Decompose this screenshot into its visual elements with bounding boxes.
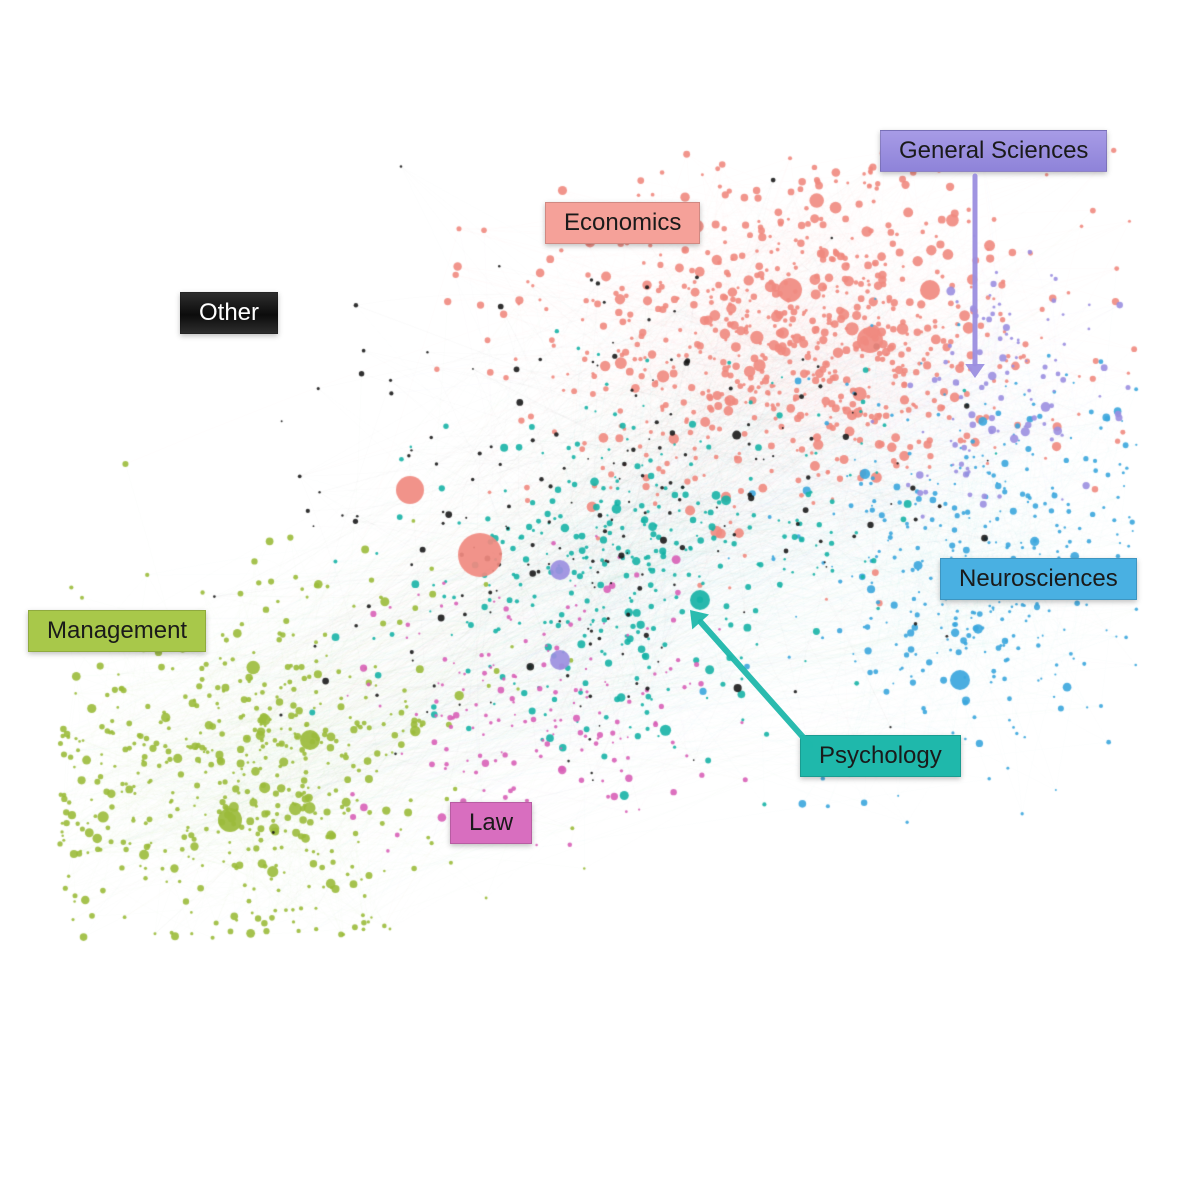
label-other: Other	[180, 292, 278, 334]
label-management: Management	[28, 610, 206, 652]
network-diagram: Economics Other General Sciences Neurosc…	[0, 0, 1200, 1200]
label-psychology: Psychology	[800, 735, 961, 777]
network-canvas	[0, 0, 1200, 1200]
label-law: Law	[450, 802, 532, 844]
label-general: General Sciences	[880, 130, 1107, 172]
label-neuro: Neurosciences	[940, 558, 1137, 600]
label-economics: Economics	[545, 202, 700, 244]
